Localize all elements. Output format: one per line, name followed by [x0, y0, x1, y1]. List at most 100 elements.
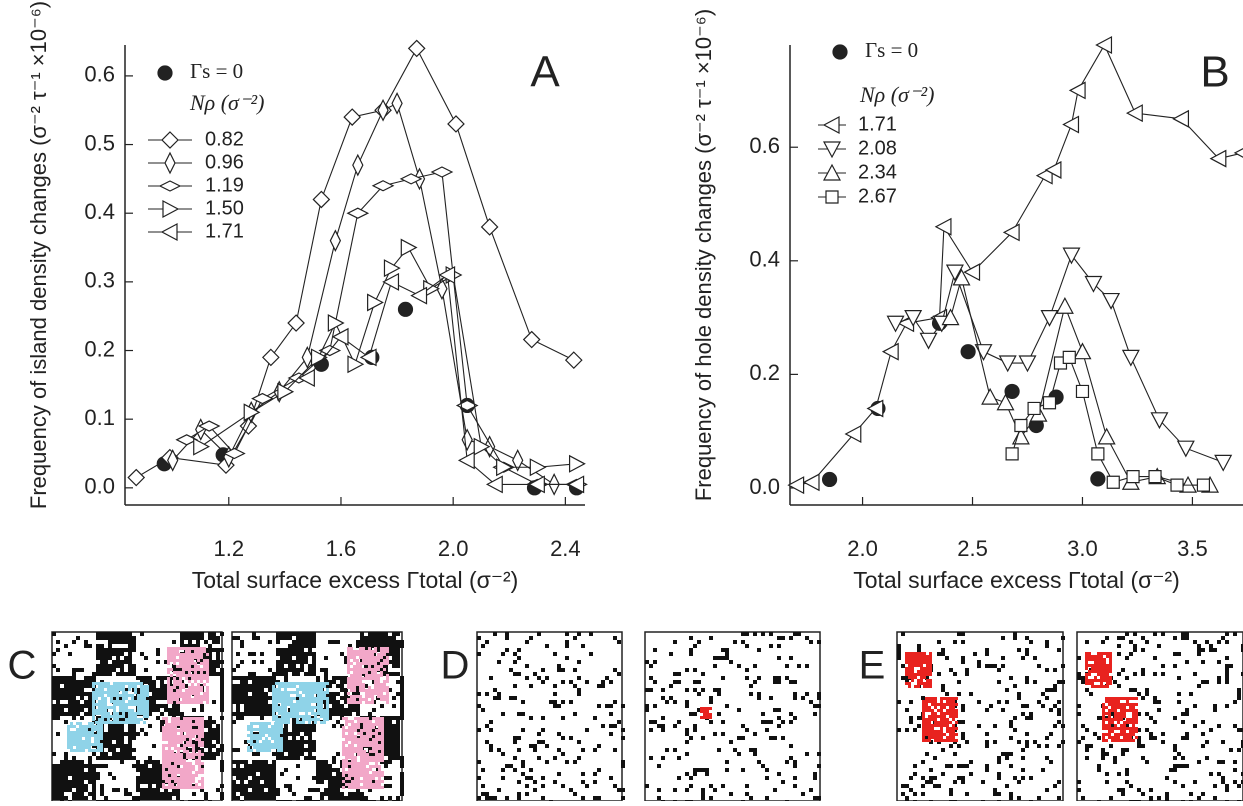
marker [398, 302, 412, 316]
legend-title: Nρ (σ⁻²) [189, 90, 264, 115]
marker [409, 40, 425, 56]
marker [1096, 37, 1111, 53]
marker [1123, 350, 1139, 365]
marker [1103, 294, 1119, 309]
series-line [307, 275, 576, 484]
y-tick-label: 0.4 [84, 199, 115, 224]
x-axis-label: Total surface excess Γtotal (σ⁻²) [853, 567, 1180, 593]
y-tick-label: 0.0 [749, 474, 780, 499]
legend-label: 1.71 [858, 113, 897, 135]
marker [1063, 351, 1075, 363]
marker [524, 332, 540, 348]
legend-marker [824, 117, 839, 133]
x-tick-label: 1.2 [213, 536, 244, 561]
panel-label: C [8, 644, 37, 688]
marker [1028, 402, 1040, 414]
legend-title: Nρ (σ⁻²) [859, 82, 934, 107]
y-axis-label: Frequency of island density changes (σ⁻²… [26, 1, 51, 509]
panel-label: A [530, 48, 560, 97]
marker [392, 93, 402, 113]
marker [982, 389, 998, 404]
marker [462, 430, 472, 450]
y-tick-label: 0.0 [84, 474, 115, 499]
x-tick-label: 1.6 [326, 536, 357, 561]
legend-marker [833, 45, 847, 59]
snapshot-cluster [922, 697, 958, 742]
legend-label: 2.08 [858, 137, 897, 159]
legend-marker [165, 153, 175, 173]
marker [368, 294, 383, 310]
marker [1099, 429, 1115, 444]
marker [1235, 145, 1243, 161]
marker [344, 109, 360, 125]
marker [194, 439, 209, 455]
marker [1006, 448, 1018, 460]
y-tick-label: 0.1 [84, 405, 115, 430]
marker [1197, 479, 1209, 491]
marker [846, 426, 861, 442]
y-tick-label: 0.5 [84, 130, 115, 155]
marker [299, 370, 314, 386]
legend-label: 2.67 [858, 185, 897, 207]
marker [1063, 248, 1079, 263]
marker [1074, 344, 1090, 359]
y-tick-label: 0.2 [84, 336, 115, 361]
x-tick-label: 2.4 [550, 536, 581, 561]
marker [961, 345, 975, 359]
marker [1092, 448, 1104, 460]
y-tick-label: 0.6 [749, 133, 780, 158]
marker [348, 208, 368, 218]
marker [1215, 455, 1231, 470]
marker [482, 219, 498, 235]
marker [921, 333, 937, 348]
marker [566, 352, 582, 368]
series-line [187, 172, 577, 484]
panel-label: E [859, 644, 886, 688]
legend-label: 0.96 [205, 151, 244, 173]
marker [1091, 472, 1105, 486]
marker [1070, 82, 1085, 98]
marker [432, 167, 452, 177]
series-line [951, 278, 1210, 485]
marker [1041, 311, 1057, 326]
marker [1149, 471, 1161, 483]
y-tick-label: 0.2 [749, 360, 780, 385]
marker [288, 315, 304, 331]
legend-label: 1.50 [205, 197, 244, 219]
x-tick-label: 2.5 [957, 536, 988, 561]
marker [313, 191, 329, 207]
legend-label: 1.19 [205, 174, 244, 196]
x-tick-label: 3.5 [1177, 536, 1208, 561]
marker [448, 116, 464, 132]
marker [570, 456, 585, 472]
marker [497, 459, 512, 475]
marker [412, 288, 427, 304]
marker [1063, 117, 1078, 133]
marker [789, 477, 804, 493]
marker [328, 315, 343, 331]
snapshot-bg [477, 632, 622, 801]
marker [333, 329, 348, 345]
snapshot-cluster [347, 647, 389, 704]
y-tick-label: 0.6 [84, 62, 115, 87]
marker [1076, 385, 1088, 397]
y-tick-label: 0.4 [749, 247, 780, 272]
snapshot-cluster [700, 707, 712, 719]
legend-label: 1.71 [205, 220, 244, 242]
marker [263, 349, 279, 365]
x-tick-label: 2.0 [847, 536, 878, 561]
x-tick-label: 2.0 [438, 536, 469, 561]
marker [384, 260, 399, 276]
x-tick-label: 3.0 [1067, 536, 1098, 561]
legend-marker [826, 191, 838, 203]
legend-marker [162, 224, 177, 240]
panel-label: B [1200, 48, 1229, 97]
marker [1043, 397, 1055, 409]
legend-label: Γs = 0 [865, 38, 918, 62]
legend-marker [160, 181, 180, 191]
y-tick-label: 0.3 [84, 268, 115, 293]
x-axis-label: Total surface excess Γtotal (σ⁻²) [192, 567, 519, 593]
legend-label: Γs = 0 [190, 59, 243, 83]
marker [1107, 476, 1119, 488]
marker [804, 474, 819, 490]
